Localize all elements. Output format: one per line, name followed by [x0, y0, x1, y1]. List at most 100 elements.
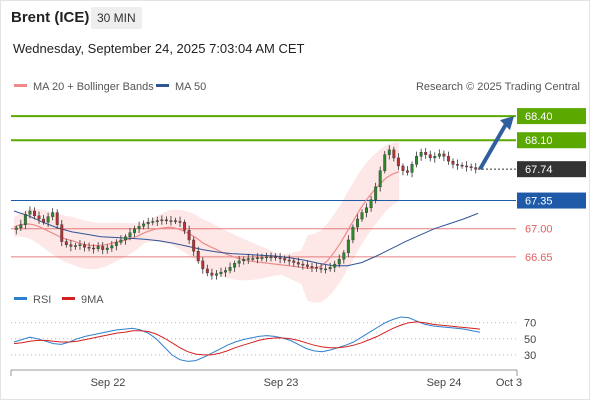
candle	[214, 269, 218, 280]
arrow-head	[500, 116, 514, 131]
candle-body	[133, 228, 136, 233]
candle	[301, 260, 305, 270]
candle	[119, 235, 123, 245]
candle-body	[37, 215, 41, 220]
candle-body	[187, 230, 191, 241]
candle-body	[415, 156, 419, 165]
candle-body	[255, 257, 259, 259]
candle-body	[155, 220, 159, 222]
candle-body	[174, 220, 177, 222]
moving-averages	[13, 171, 479, 269]
candle-body	[460, 164, 464, 167]
candle	[192, 236, 196, 256]
candle-body	[406, 170, 409, 173]
candle-body	[296, 262, 300, 265]
candle-body	[87, 246, 91, 249]
candle	[319, 263, 323, 273]
rsi-legend-label: RSI	[33, 294, 51, 306]
candle	[133, 225, 136, 237]
candle	[333, 260, 337, 273]
candle	[442, 150, 446, 162]
candle	[46, 212, 50, 227]
ma20-legend-swatch	[14, 84, 27, 87]
candle	[55, 209, 59, 229]
candle	[183, 219, 187, 235]
candle	[269, 252, 273, 262]
candle-body	[201, 260, 205, 270]
level-label-box	[517, 132, 586, 149]
candle-body	[96, 246, 100, 250]
candle-body	[396, 157, 400, 167]
candle-body	[360, 212, 364, 220]
candle-body	[333, 263, 337, 268]
candle	[292, 258, 296, 267]
candle-body	[246, 258, 250, 260]
candle	[73, 242, 77, 250]
candle	[142, 220, 146, 230]
candle	[469, 163, 473, 171]
candle	[392, 146, 396, 162]
x-tick-label: Sep 22	[91, 377, 126, 389]
ma20-legend-label: MA 20 + Bollinger Bands	[33, 81, 154, 93]
candle-body	[101, 246, 105, 250]
candle	[387, 145, 391, 160]
candle-body	[224, 270, 227, 273]
candle-body	[287, 259, 291, 262]
candle-body	[437, 153, 441, 157]
candle	[155, 216, 159, 226]
candle	[237, 256, 241, 268]
candle-body	[142, 223, 146, 227]
candle	[87, 242, 91, 252]
candle-body	[183, 222, 187, 231]
rsi-tick-label: 50	[524, 334, 536, 346]
rsi-ma-legend-label: 9MA	[81, 294, 104, 306]
candle	[78, 240, 82, 250]
candle-body	[269, 256, 273, 259]
candle	[246, 253, 250, 264]
candle	[96, 242, 100, 252]
candle	[123, 234, 127, 245]
candle-body	[83, 244, 86, 248]
candle	[283, 255, 287, 264]
candle	[278, 252, 282, 264]
candle	[151, 217, 155, 226]
candle	[296, 257, 300, 268]
candle-body	[392, 149, 396, 159]
candle	[460, 162, 464, 169]
candle-body	[315, 267, 318, 269]
candle-body	[319, 267, 323, 270]
rsi-tick-label: 70	[524, 318, 536, 330]
candle	[378, 166, 382, 192]
rsi-tick-label: 30	[524, 350, 536, 362]
candle-body	[219, 271, 223, 274]
timeframe-button[interactable]: 30 MIN	[91, 7, 142, 29]
candle	[406, 165, 409, 176]
candle	[92, 244, 96, 254]
candle-body	[55, 212, 59, 225]
key-levels	[11, 115, 516, 258]
ma50-legend-label: MA 50	[175, 81, 206, 93]
copyright-label: Research © 2025 Trading Central	[416, 81, 580, 93]
candle-body	[342, 252, 346, 260]
candle	[328, 262, 332, 272]
level-label-box	[517, 161, 586, 178]
candle	[369, 195, 373, 212]
candle-body	[178, 221, 182, 223]
candle-body	[251, 258, 255, 260]
level-label-support: 66.65	[525, 252, 553, 264]
candle-body	[265, 256, 268, 259]
candle	[210, 268, 214, 280]
candle	[219, 267, 223, 278]
candle	[428, 150, 432, 162]
candle	[114, 239, 118, 251]
ma50-line	[13, 210, 479, 267]
candle	[64, 238, 68, 248]
candle	[410, 161, 414, 178]
candle	[337, 254, 341, 268]
candle-body	[169, 220, 173, 222]
candle-body	[469, 166, 473, 168]
ma20-line	[13, 171, 400, 269]
candle-body	[419, 152, 423, 157]
candle	[101, 242, 105, 255]
